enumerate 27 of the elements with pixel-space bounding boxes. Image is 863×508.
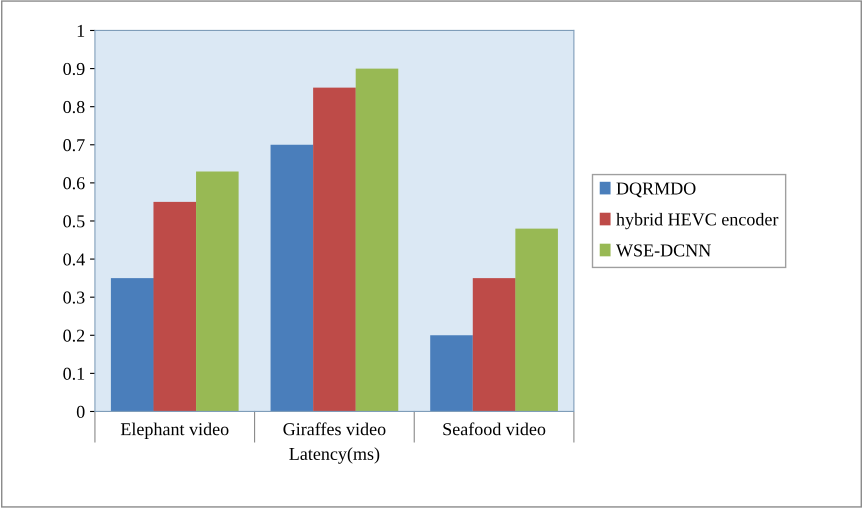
bar xyxy=(472,278,516,412)
x-tick-label: Seafood video xyxy=(443,422,546,436)
legend-label: DQRMDO xyxy=(616,182,696,198)
y-tick-label: 0 xyxy=(76,406,85,418)
bar xyxy=(110,278,154,412)
y-tick-label: 0.5 xyxy=(63,215,85,228)
y-tick-label: 0.2 xyxy=(63,330,84,342)
y-tick-label: 0.6 xyxy=(63,177,85,190)
bar xyxy=(313,88,356,412)
x-tick-label: Giraffes video xyxy=(283,422,386,436)
y-tick-label: 0.4 xyxy=(63,253,85,266)
bar xyxy=(196,171,239,412)
y-tick-label: 0.3 xyxy=(63,291,85,304)
bar xyxy=(153,202,196,412)
x-axis-title: Latency(ms) xyxy=(289,447,380,464)
bar xyxy=(430,335,473,412)
bar xyxy=(515,228,558,412)
bar xyxy=(270,144,314,412)
y-tick-label: 0.1 xyxy=(63,368,84,380)
legend-label: hybrid HEVC encoder xyxy=(616,212,778,230)
bar xyxy=(356,68,398,412)
y-tick-label: 0.9 xyxy=(63,62,84,76)
y-tick-label: 0.8 xyxy=(63,100,85,114)
x-tick-label: Elephant video xyxy=(120,422,228,439)
legend-label: WSE-DCNN xyxy=(616,244,711,257)
y-tick-label: 0.7 xyxy=(63,139,85,152)
y-tick-label: 1 xyxy=(78,24,84,37)
